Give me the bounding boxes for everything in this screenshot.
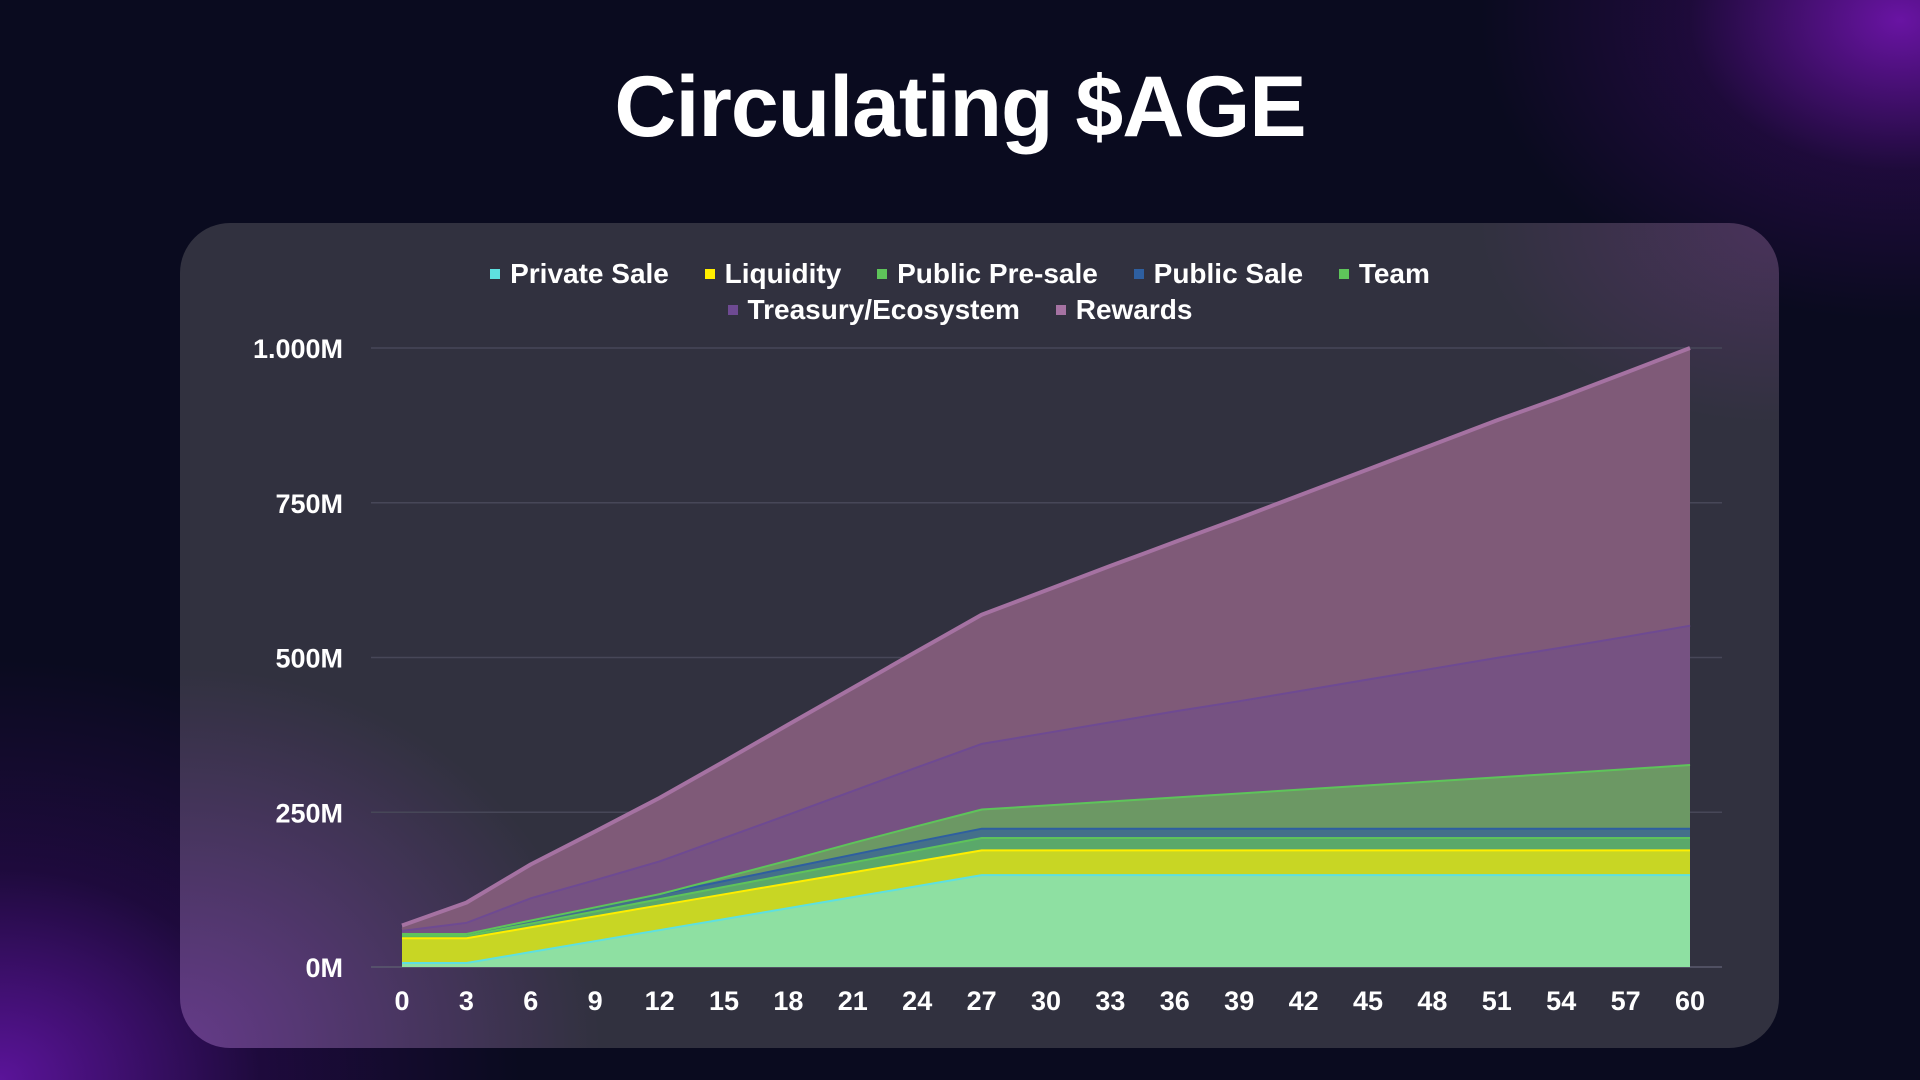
legend-swatch: [704, 269, 715, 279]
legend-swatch: [727, 305, 738, 315]
y-tick-label: 1.000M: [253, 334, 343, 364]
legend-label: Public Sale: [1153, 258, 1304, 289]
x-tick-label: 51: [1482, 986, 1512, 1016]
x-tick-label: 39: [1224, 986, 1254, 1016]
legend-swatch: [877, 269, 888, 279]
legend-label: Team: [1358, 258, 1430, 289]
area-treasury-ecosystem: [402, 624, 1690, 933]
x-tick-label: 9: [588, 986, 603, 1016]
x-tick-label: 3: [459, 986, 474, 1016]
legend-item-team[interactable]: Team: [1338, 258, 1430, 290]
legend-swatch: [1055, 305, 1066, 315]
x-tick-label: 42: [1289, 986, 1319, 1016]
x-tick-label: 27: [967, 986, 997, 1016]
y-tick-label: 500M: [275, 644, 343, 674]
legend-row-2: Treasury/Ecosystem Rewards: [0, 290, 1920, 326]
legend-item-private-sale[interactable]: Private Sale: [490, 258, 669, 290]
area-public-pre-sale: [402, 837, 1690, 938]
area-private-sale: [402, 874, 1690, 967]
legend-item-liquidity[interactable]: Liquidity: [704, 258, 842, 290]
x-axis-ticks: 0 3 6 9 12 15 18 21 24 27 30 33 36 39 42 45 48 51 54 57 60: [394, 986, 1705, 1016]
x-tick-label: 6: [523, 986, 538, 1016]
legend-label: Treasury/Ecosystem: [747, 294, 1020, 325]
x-tick-label: 60: [1675, 986, 1705, 1016]
x-tick-label: 24: [902, 986, 932, 1016]
legend-swatch: [1338, 269, 1349, 279]
y-axis-ticks: 0M 250M 500M 750M 1.000M: [253, 334, 343, 983]
x-tick-label: 48: [1417, 986, 1447, 1016]
x-tick-label: 0: [394, 986, 409, 1016]
x-tick-label: 45: [1353, 986, 1383, 1016]
chart-title: Circulating $AGE: [614, 59, 1306, 155]
x-tick-label: 15: [709, 986, 739, 1016]
x-tick-label: 21: [838, 986, 868, 1016]
y-tick-label: 750M: [275, 489, 343, 519]
legend-row-1: Private Sale Liquidity Public Pre-sale P…: [0, 254, 1920, 290]
y-tick-label: 0M: [305, 953, 343, 983]
legend-label: Public Pre-sale: [897, 258, 1098, 289]
legend-item-public-sale[interactable]: Public Sale: [1133, 258, 1304, 290]
x-tick-label: 33: [1095, 986, 1125, 1016]
x-tick-label: 18: [773, 986, 803, 1016]
area-series: [401, 346, 1691, 967]
x-tick-label: 30: [1031, 986, 1061, 1016]
x-tick-label: 12: [645, 986, 675, 1016]
x-tick-label: 57: [1611, 986, 1641, 1016]
legend-item-treasury-ecosystem[interactable]: Treasury/Ecosystem: [727, 294, 1020, 326]
area-rewards: [402, 348, 1690, 930]
legend-swatch: [490, 269, 501, 279]
legend-label: Private Sale: [510, 258, 669, 289]
legend-label: Rewards: [1075, 294, 1193, 325]
legend-item-public-pre-sale[interactable]: Public Pre-sale: [877, 258, 1098, 290]
line-rewards: [401, 346, 1691, 928]
area-team: [402, 763, 1690, 933]
y-tick-label: 250M: [275, 798, 343, 828]
legend-swatch: [1133, 269, 1144, 279]
x-tick-label: 54: [1546, 986, 1576, 1016]
x-tick-label: 36: [1160, 986, 1190, 1016]
legend-label: Liquidity: [724, 258, 842, 289]
legend-item-rewards[interactable]: Rewards: [1055, 294, 1193, 326]
